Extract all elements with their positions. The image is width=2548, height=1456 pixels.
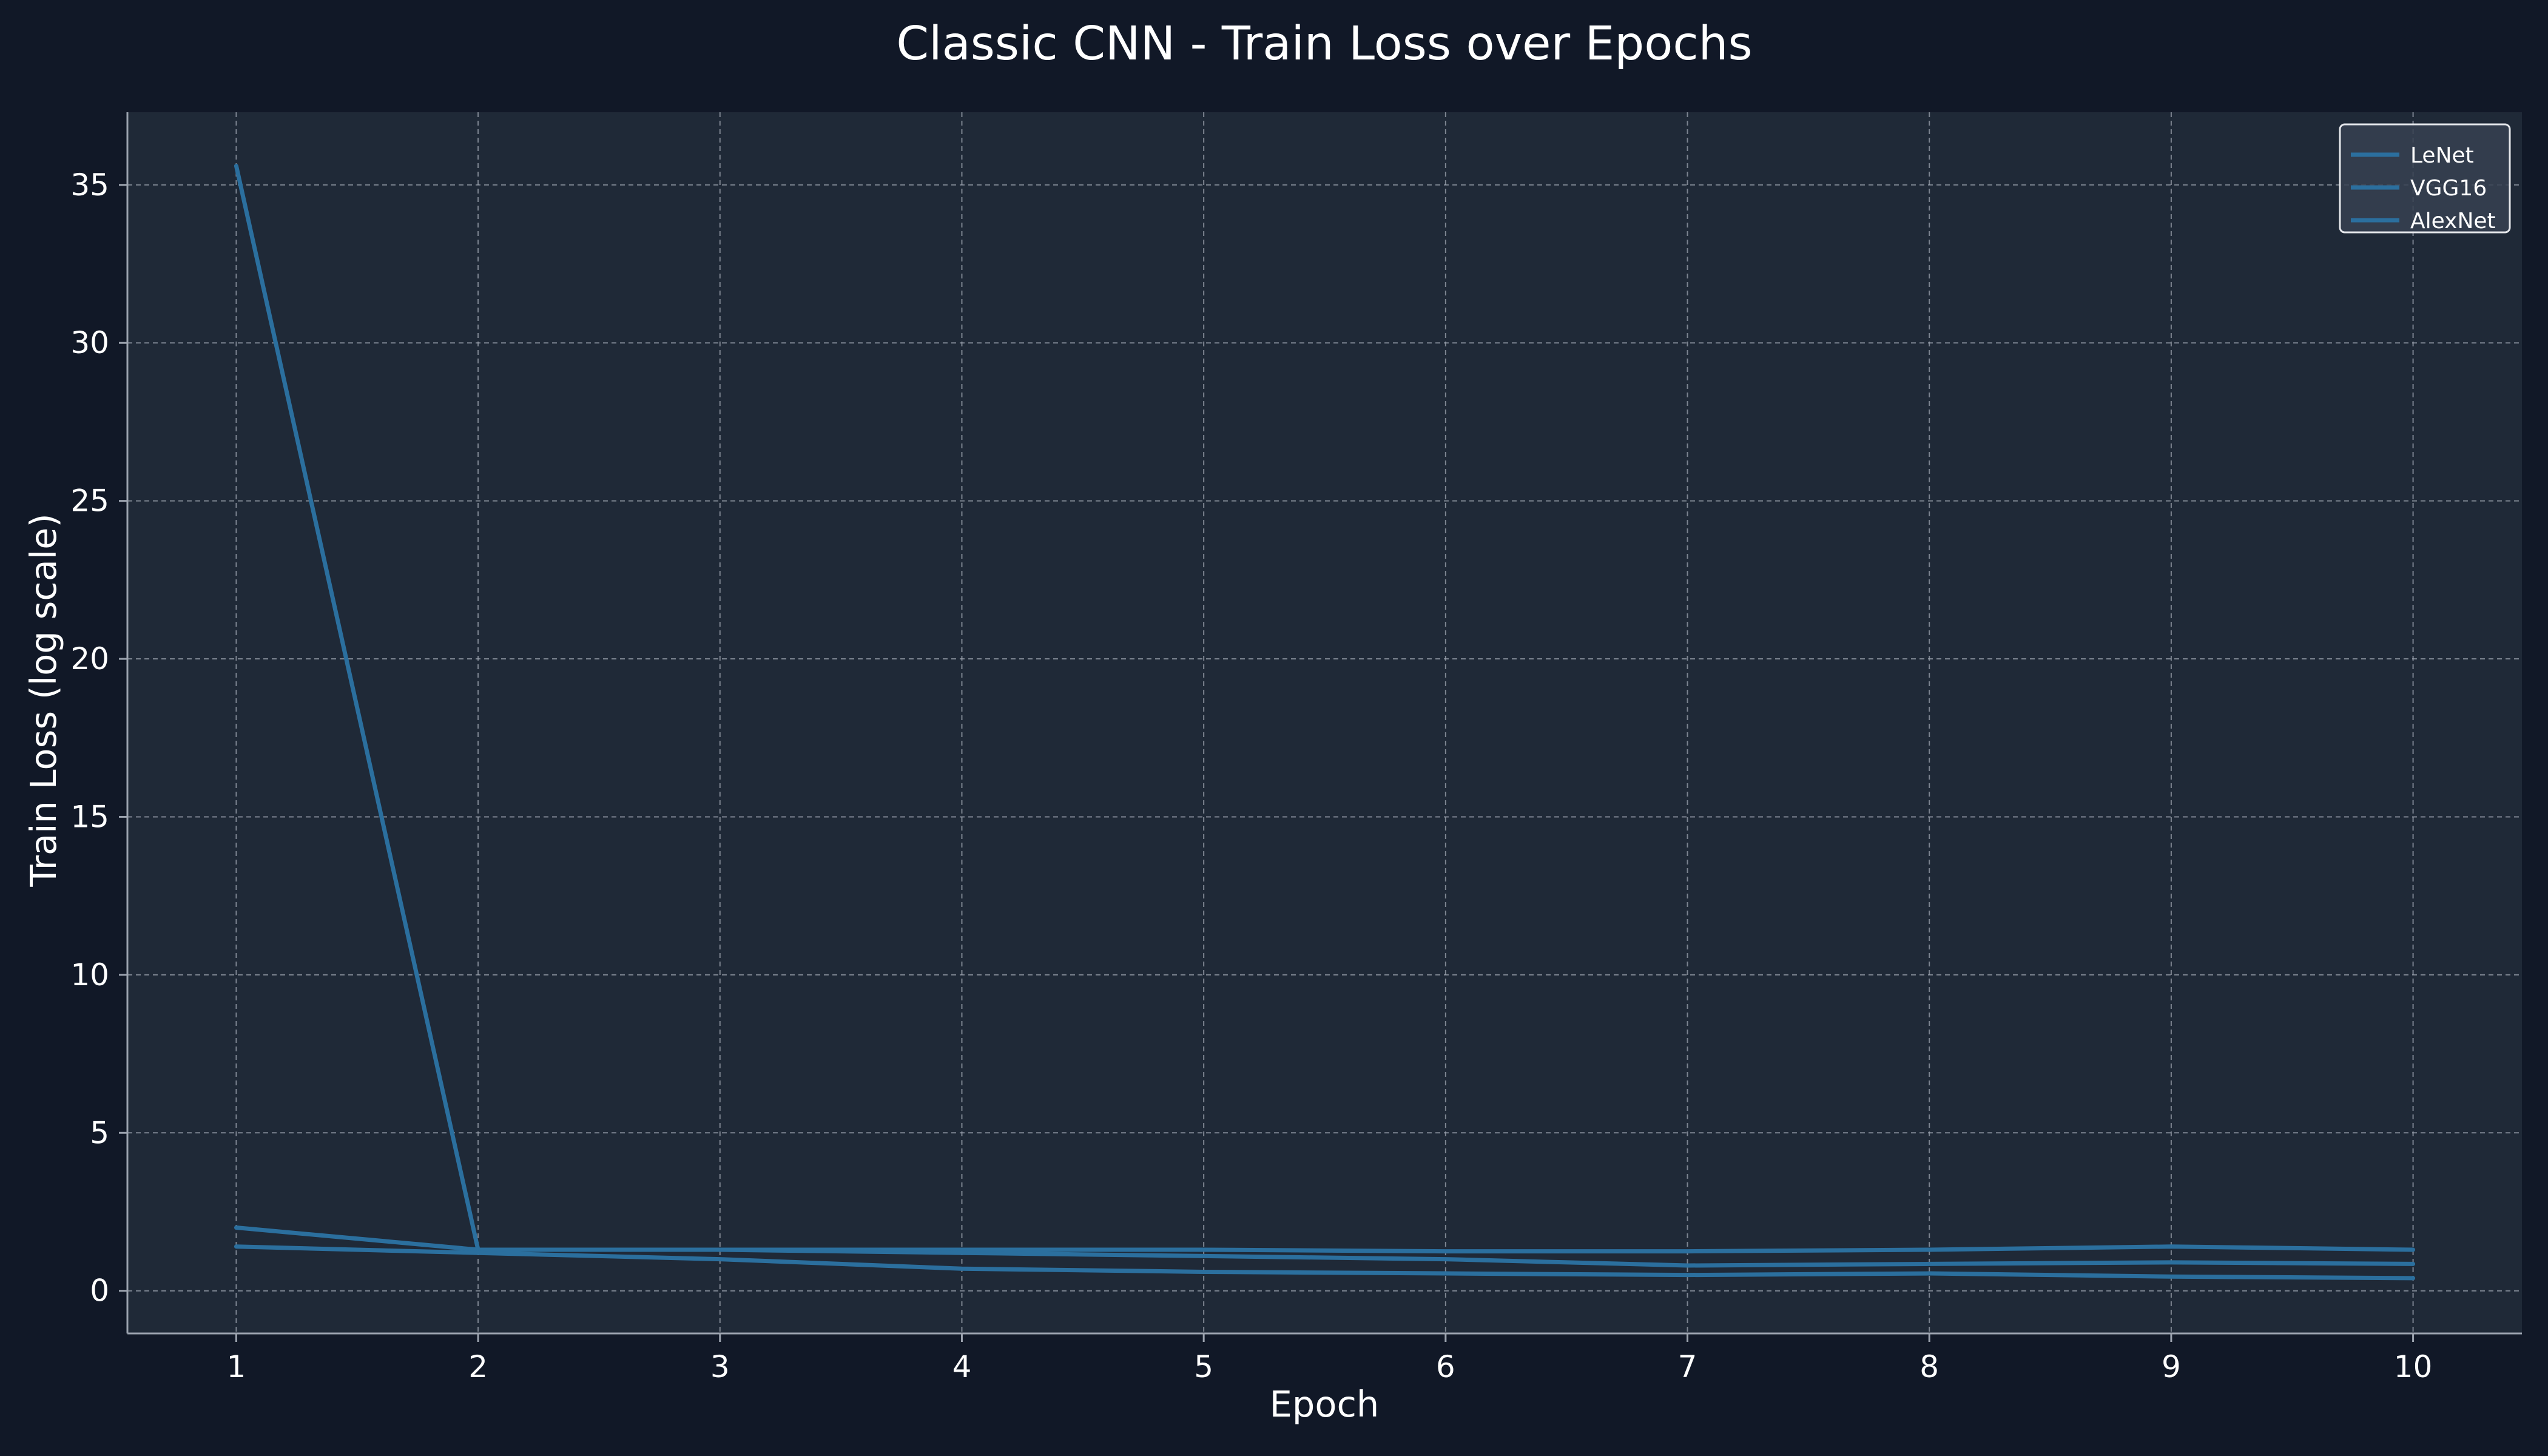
tick-labels: 1 2 3 4 5 6 7 8 9 10 0 5 10 15 20 25 30 35 (70, 167, 2432, 1384)
y-tick-label: 30 (70, 325, 109, 360)
y-tick-label: 0 (90, 1273, 109, 1309)
plot-area (127, 112, 2522, 1333)
x-tick-label: 8 (1919, 1349, 1939, 1384)
chart-title: Classic CNN - Train Loss over Epochs (896, 17, 1752, 71)
y-tick-label: 25 (70, 484, 109, 519)
x-tick-label: 2 (468, 1349, 488, 1384)
y-tick-label: 5 (90, 1115, 109, 1150)
x-tick-label: 6 (1436, 1349, 1455, 1384)
y-tick-label: 20 (70, 641, 109, 676)
axes (119, 112, 2522, 1342)
legend-label: AlexNet (2410, 209, 2496, 234)
x-axis-label: Epoch (1270, 1383, 1380, 1425)
legend-label: VGG16 (2410, 176, 2487, 201)
x-tick-label: 4 (952, 1349, 972, 1384)
y-axis-label: Train Loss (log scale) (22, 513, 64, 887)
x-tick-label: 5 (1194, 1349, 1213, 1384)
legend: LeNet VGG16 AlexNet (2339, 123, 2511, 234)
legend-label: LeNet (2410, 143, 2474, 168)
legend-box (2339, 123, 2511, 234)
series-line-alexnet (234, 1244, 2416, 1281)
y-tick-label: 35 (70, 167, 109, 203)
series-lines (234, 164, 2416, 1281)
x-tick-label: 10 (2394, 1349, 2433, 1384)
y-tick-label: 15 (70, 799, 109, 834)
x-tick-label: 9 (2162, 1349, 2181, 1384)
y-tick-label: 10 (70, 957, 109, 993)
x-tick-label: 1 (227, 1349, 246, 1384)
series-line-vgg16 (234, 1225, 2416, 1268)
x-tick-label: 7 (1678, 1349, 1697, 1384)
x-tick-label: 3 (710, 1349, 730, 1384)
